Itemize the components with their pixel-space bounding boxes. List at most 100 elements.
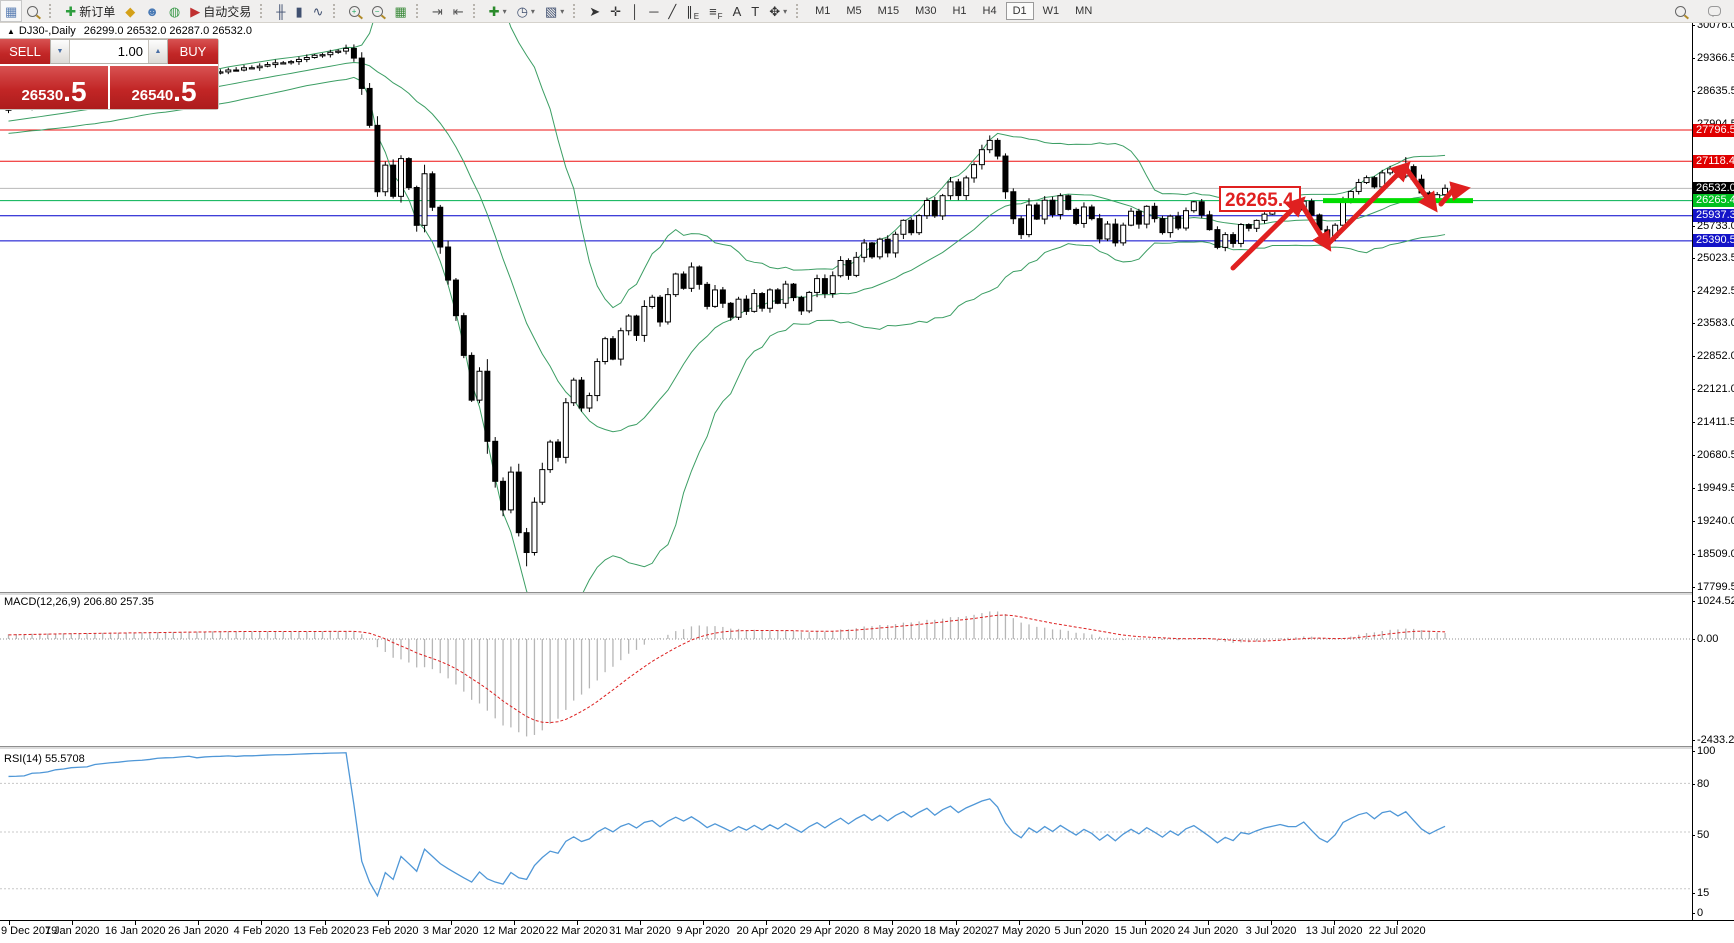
date-label: 9 Apr 2020 xyxy=(676,925,730,937)
styles-bucket-button[interactable]: ◆ xyxy=(120,0,140,22)
axis-tick-label: 1024.52 xyxy=(1697,595,1734,607)
rsi-indicator-label: RSI(14) 55.5708 xyxy=(4,753,85,765)
timeframe-mn-button[interactable]: MN xyxy=(1075,5,1093,17)
buy-button[interactable]: BUY xyxy=(168,39,218,64)
templates-dropdown-icon[interactable]: ▾ xyxy=(560,6,565,16)
chat-button[interactable] xyxy=(1703,0,1726,22)
date-label: 13 Jul 2020 xyxy=(1305,925,1363,937)
cursor-icon: ➤ xyxy=(589,3,601,19)
price-annotation-text: 26265.4 xyxy=(1225,190,1294,211)
axis-tick-label: 17799.5 xyxy=(1697,581,1734,593)
fibonacci-button[interactable]: ≡ F xyxy=(704,0,727,22)
trend-line-icon: ╱ xyxy=(668,3,677,19)
fibonacci-sub-label: F xyxy=(717,12,723,21)
timeframe-m30-button[interactable]: M30 xyxy=(915,5,937,17)
chart-window[interactable]: 26265.4 30076.029366.528635.527904.52573… xyxy=(0,19,1734,943)
zoom-out-button[interactable]: − xyxy=(367,0,390,22)
toolbar-separator xyxy=(573,4,579,18)
horizontal-line-button[interactable]: ─ xyxy=(644,0,663,22)
search-button[interactable] xyxy=(1670,0,1693,22)
crosshair-button[interactable]: ✛ xyxy=(605,0,626,22)
text-label-button[interactable]: T xyxy=(746,0,764,22)
candlestick-chart-button[interactable]: ▮ xyxy=(290,0,307,22)
trend-arrow-annotation[interactable] xyxy=(1324,161,1411,248)
timeframe-w1-button[interactable]: W1 xyxy=(1042,5,1060,17)
chart-shift-button[interactable]: ⇤ xyxy=(448,0,469,22)
zoom-out-icon: − xyxy=(371,6,383,17)
print-preview-button[interactable] xyxy=(22,0,45,22)
charts-list-button[interactable]: ▦ xyxy=(0,0,23,22)
level-price-label: 25390.5 xyxy=(1693,234,1734,248)
axis-tick-label: 19240.0 xyxy=(1697,515,1734,527)
sell-price-button[interactable]: 26530.5 xyxy=(0,66,108,109)
time-axis-line xyxy=(0,920,1734,921)
vertical-line-icon: │ xyxy=(631,3,640,19)
axis-tick-label: 22121.0 xyxy=(1697,383,1734,395)
time-axis[interactable]: 9 Dec 2019 7 Jan 2020 16 Jan 2020 26 Jan 20… xyxy=(0,921,1692,943)
date-label: 22 Jul 2020 xyxy=(1368,925,1426,937)
periods-dropdown-icon[interactable]: ▾ xyxy=(530,6,535,16)
new-order-label: 新订单 xyxy=(79,4,116,19)
buy-label: BUY xyxy=(179,44,207,59)
buy-price-button[interactable]: 26540.5 xyxy=(110,66,218,109)
autotrade-button[interactable]: ▶ 自动交易 xyxy=(185,0,256,22)
sell-label: SELL xyxy=(9,44,41,59)
cursor-button[interactable]: ➤ xyxy=(584,0,605,22)
axis-tick-label: 20680.5 xyxy=(1697,449,1734,461)
axis-tick-label: 19949.5 xyxy=(1697,482,1734,494)
axis-tick-label: 28635.5 xyxy=(1697,85,1734,97)
axis-tick-label: 29366.5 xyxy=(1697,52,1734,64)
text-button[interactable]: A xyxy=(728,0,747,22)
pane-divider-rsi[interactable] xyxy=(0,746,1692,749)
collapse-arrow-icon[interactable]: ▲ xyxy=(7,27,15,36)
timeframe-m5-button[interactable]: M5 xyxy=(846,5,862,17)
periods-button[interactable]: ◷ ▾ xyxy=(512,0,540,22)
date-label: 15 Jun 2020 xyxy=(1114,925,1176,937)
tile-windows-button[interactable]: ▦ xyxy=(390,0,412,22)
trend-arrow-annotation[interactable] xyxy=(1438,181,1471,207)
arrows-dropdown-icon[interactable]: ▾ xyxy=(783,6,788,16)
terminal-button[interactable]: ☻ xyxy=(140,0,164,22)
zoom-in-button[interactable]: + xyxy=(344,0,367,22)
timeframe-m1-button[interactable]: M1 xyxy=(815,5,831,17)
toolbar-separator xyxy=(260,4,266,18)
chart-canvas[interactable]: 26265.4 xyxy=(0,22,1692,921)
timeframe-h1-button[interactable]: H1 xyxy=(952,5,967,17)
new-order-button[interactable]: ✚ 新订单 xyxy=(60,0,120,22)
equidistant-channel-button[interactable]: ∥ E xyxy=(681,0,704,22)
price-annotation[interactable]: 26265.4 xyxy=(1219,186,1301,212)
horizontal-line-icon: ─ xyxy=(649,3,659,19)
vertical-line-button[interactable]: │ xyxy=(626,0,644,22)
templates-button[interactable]: ▧ ▾ xyxy=(540,0,569,22)
indicators-dropdown-icon[interactable]: ▾ xyxy=(502,6,507,16)
trend-line-button[interactable]: ╱ xyxy=(663,0,681,22)
bars-chart-button[interactable]: ╫ xyxy=(271,0,290,22)
trend-arrow-annotation[interactable] xyxy=(1230,196,1306,271)
auto-scroll-button[interactable]: ⇥ xyxy=(427,0,448,22)
trend-arrow-annotation[interactable] xyxy=(1297,199,1332,252)
volume-increase-button[interactable]: ▲ xyxy=(148,40,167,63)
timeframe-h4-button[interactable]: H4 xyxy=(982,5,997,17)
date-label: 24 Jun 2020 xyxy=(1177,925,1239,937)
volume-decrease-button[interactable]: ▼ xyxy=(51,40,70,63)
one-click-trading-panel: SELL ▼ 1.00 ▲ BUY 26530.5 26540.5 xyxy=(0,38,219,110)
autotrade-icon: ▶ xyxy=(190,3,201,19)
arrows-button[interactable]: ✥ ▾ xyxy=(764,0,792,22)
pane-divider-macd[interactable] xyxy=(0,592,1692,595)
date-label: 4 Feb 2020 xyxy=(233,925,290,937)
line-chart-button[interactable]: ∿ xyxy=(308,0,329,22)
signals-button[interactable]: ◍ xyxy=(164,0,185,22)
axis-tick-label: 25733.0 xyxy=(1697,220,1734,232)
trend-arrow-annotation[interactable] xyxy=(1402,164,1438,213)
timeframe-d1-button[interactable]: D1 xyxy=(1005,2,1034,20)
date-label: 18 May 2020 xyxy=(923,925,988,937)
price-axis[interactable]: 30076.029366.528635.527904.525733.025023… xyxy=(1692,19,1734,920)
axis-tick-label: 23583.0 xyxy=(1697,317,1734,329)
indicators-button[interactable]: ✚ ▾ xyxy=(484,0,512,22)
equidistant-channel-sub-label: E xyxy=(693,12,700,21)
date-label: 3 Mar 2020 xyxy=(422,925,479,937)
sell-button[interactable]: SELL xyxy=(0,39,50,64)
print-preview-icon xyxy=(27,6,39,17)
timeframe-m15-button[interactable]: M15 xyxy=(877,5,900,17)
volume-input[interactable]: 1.00 xyxy=(117,44,143,59)
